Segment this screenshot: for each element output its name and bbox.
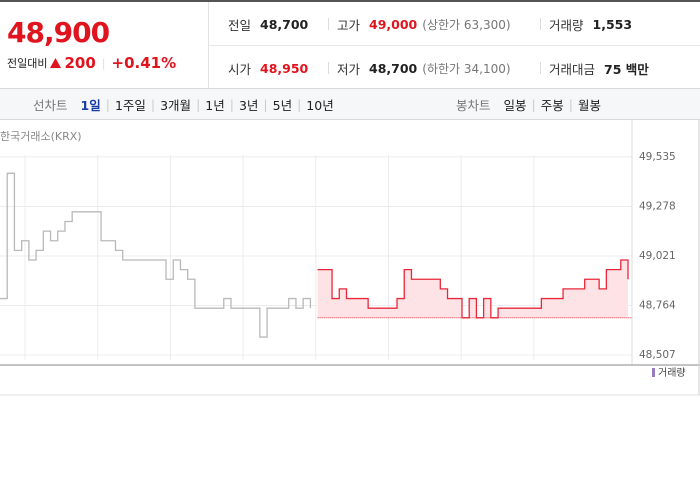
chart: 한국거래소(KRX) 49,535 49,278 49,021 48,764 48,50… [0, 120, 700, 396]
tab[interactable]: 3년 [238, 97, 259, 113]
summary-label: 고가 [337, 17, 361, 33]
summary-item: 시가 48,950 [228, 58, 308, 78]
summary-value: 48,950 [260, 60, 309, 76]
y-tick-label: 49,021 [639, 250, 676, 262]
summary-label: 전일 [228, 17, 252, 33]
tab[interactable]: 일봉 [503, 97, 527, 113]
column-divider [328, 18, 329, 30]
source-label: 한국거래소(KRX) [0, 130, 82, 143]
summary-value: 48,700 [369, 60, 418, 76]
area-fill [317, 260, 628, 318]
y-tick-label: 49,535 [639, 151, 676, 163]
current-price: 48,900 [7, 16, 110, 49]
change-percent: +0.41% [111, 54, 177, 72]
tab[interactable]: 월봉 [577, 97, 601, 113]
summary-note: (하한가 34,100) [422, 61, 511, 76]
tab[interactable]: 주봉 [540, 97, 564, 113]
tab-separator: | [196, 96, 201, 112]
summary-label: 시가 [228, 61, 252, 77]
column-divider [540, 18, 541, 30]
price-panel: 48,900 전일대비 200 | +0.41% [0, 2, 209, 88]
summary-item: 전일 48,700 [228, 14, 308, 34]
tab-group-label: 봉차트 [456, 97, 491, 113]
legend-label: 거래량 [658, 367, 686, 379]
tab[interactable]: 5년 [272, 97, 293, 113]
up-arrow [50, 58, 62, 68]
summary-value: 1,553 [592, 16, 633, 32]
summary-item: 거래대금 75 백만 [549, 58, 649, 78]
summary-value: 48,700 [260, 16, 309, 32]
tab-separator: | [297, 96, 302, 112]
tab-separator: | [105, 96, 110, 112]
tab-separator: | [568, 96, 573, 112]
price-line [0, 172, 312, 338]
change-amount: 200 [64, 54, 96, 72]
column-divider [540, 62, 541, 74]
summary-grid: 전일 48,700 고가 49,000 (상한가 63,300) 거래량 1,553 시가 48… [209, 2, 700, 88]
price-line [317, 259, 629, 319]
tab-group-label: 선차트 [33, 97, 68, 113]
y-tick-label: 48,764 [639, 299, 676, 311]
summary-item: 고가 49,000 (상한가 63,300) [337, 14, 511, 34]
summary-value: 49,000 [369, 16, 418, 32]
legend-swatch [652, 368, 655, 377]
separator: | [101, 56, 106, 70]
tab[interactable]: 1주일 [114, 97, 146, 113]
tab-separator: | [150, 96, 156, 112]
y-tick-label: 48,507 [639, 349, 676, 361]
change-row: 전일대비 200 | +0.41% [7, 54, 176, 72]
summary-value: 75 백만 [604, 61, 649, 77]
summary-label: 거래량 [549, 17, 584, 33]
column-divider [328, 62, 329, 74]
tab[interactable]: 3개월 [160, 97, 192, 113]
summary-label: 저가 [337, 61, 361, 77]
summary-item: 저가 48,700 (하한가 34,100) [337, 58, 511, 78]
tab[interactable]: 10년 [306, 97, 334, 113]
chart-tabs: 선차트 1일 | 1주일 | 3개월 | 1년 | 3년 | 5년 | 10년 봉차트 일봉 | 주봉 | 월봉 [0, 88, 700, 120]
change-label: 전일대비 [7, 57, 48, 70]
row-divider [209, 45, 700, 46]
quote-header: 48,900 전일대비 200 | +0.41% 전일 48,700 고가 49,00… [0, 0, 700, 88]
tab[interactable]: 1일 [80, 97, 101, 113]
summary-label: 거래대금 [549, 61, 596, 77]
summary-item: 거래량 1,553 [549, 14, 632, 34]
y-tick-label: 49,278 [639, 200, 676, 212]
tab-separator: | [229, 96, 234, 112]
summary-note: (상한가 63,300) [422, 17, 511, 32]
tab[interactable]: 1년 [205, 97, 225, 113]
tab-separator: | [263, 96, 268, 112]
tab-separator: | [531, 96, 536, 112]
